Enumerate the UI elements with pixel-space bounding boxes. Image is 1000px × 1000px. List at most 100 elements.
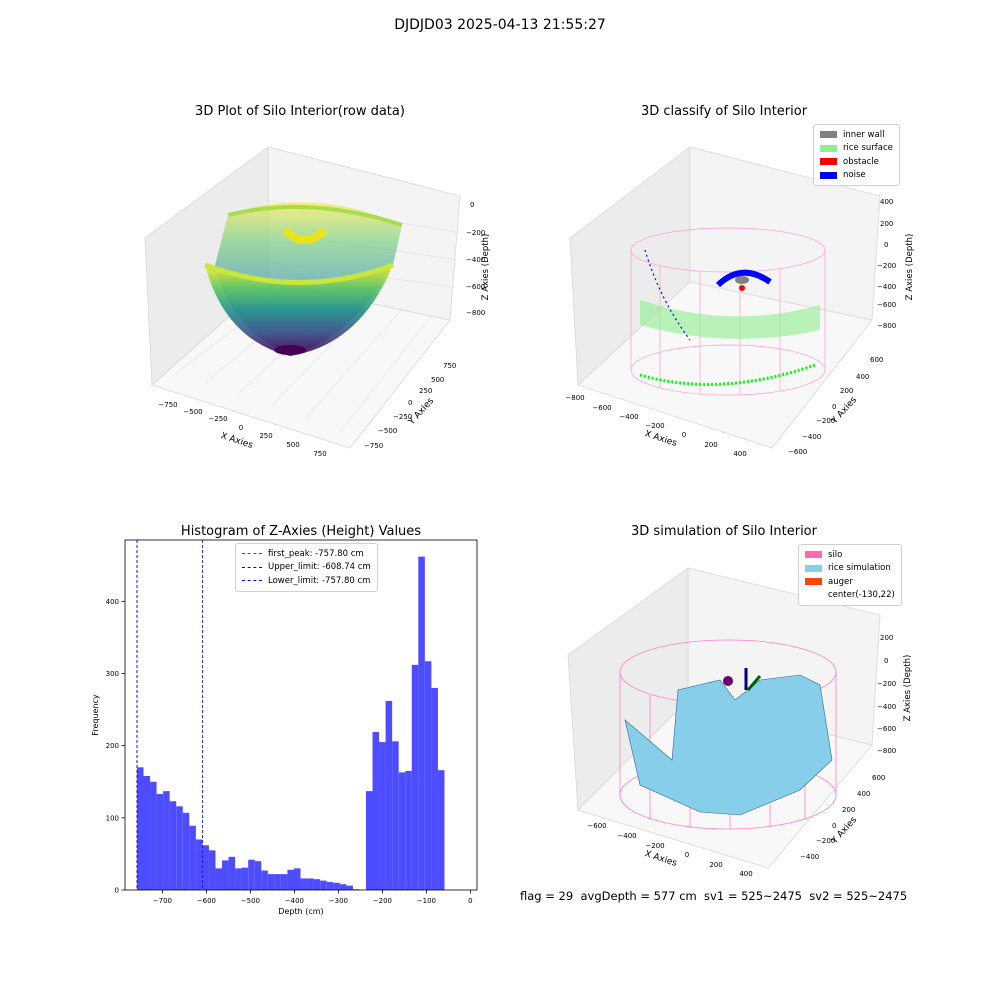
raw-ytick: 750: [443, 362, 456, 370]
histogram-xtick-label: 0: [468, 897, 472, 905]
raw-ztick: −200: [466, 229, 485, 237]
sim-ytick: 200: [842, 806, 855, 814]
legend-swatch: [820, 158, 837, 166]
classify-x-label: X Axies: [643, 429, 678, 449]
histogram-bar: [392, 741, 399, 890]
sim-ztick: −200: [877, 680, 896, 688]
raw-xtick: 250: [259, 432, 272, 440]
classify-ytick: 600: [870, 356, 883, 364]
histogram-bar: [411, 664, 419, 890]
histogram-xtick-label: −500: [241, 897, 260, 905]
histogram-bar: [150, 781, 157, 890]
histogram-bar: [163, 791, 170, 890]
classify-ytick: 400: [856, 373, 869, 381]
legend-swatch: [805, 551, 822, 559]
histogram-bar: [320, 880, 327, 890]
classify-ztick: −200: [877, 262, 896, 270]
raw-plot-title: 3D Plot of Silo Interior(row data): [195, 104, 405, 119]
histogram-bar: [385, 700, 393, 890]
histogram-bar: [195, 839, 203, 890]
sim-xtick: −400: [617, 832, 636, 840]
histogram-bar: [274, 874, 281, 890]
raw-xtick: 0: [239, 424, 243, 432]
histogram-chart: −700 −600 −500 −400 −300 −200 −100 0 0 100 200 300 4…: [91, 539, 478, 916]
histogram-bar: [222, 860, 229, 890]
simulation-plot-title: 3D simulation of Silo Interior: [631, 524, 817, 539]
legend-swatch: [820, 144, 837, 152]
classify-legend-item: noise: [820, 169, 893, 183]
histogram-bar: [176, 806, 183, 890]
raw-ytick: −750: [364, 442, 383, 450]
simulation-legend-item: center(-130,22): [805, 589, 895, 603]
raw-ytick: −500: [378, 427, 397, 435]
classify-ztick: 0: [884, 241, 888, 249]
raw-xtick: 500: [286, 441, 299, 449]
sim-ztick: −800: [877, 747, 896, 755]
histogram-plot-frame: [124, 539, 478, 891]
raw-xtick: −750: [158, 401, 177, 409]
raw-ytick: 500: [431, 376, 444, 384]
histogram-bar: [261, 870, 268, 890]
sim-xtick: −600: [587, 822, 606, 830]
classify-xtick: −600: [592, 404, 611, 412]
raw-xtick: 750: [313, 450, 326, 458]
histogram-legend-item: first_peak: -757.80 cm: [242, 547, 371, 561]
raw-ztick: −400: [466, 256, 485, 264]
histogram-xtick-label: −600: [197, 897, 216, 905]
classify-ztick: 400: [880, 198, 893, 206]
raw-z-label: Z Axies (Depth): [481, 234, 491, 301]
classify-legend-item: inner wall: [820, 128, 893, 142]
raw-ztick: −600: [466, 283, 485, 291]
histogram-bar: [300, 878, 308, 890]
histogram-bar: [182, 812, 190, 890]
histogram-bar: [307, 878, 314, 890]
histogram-bar: [169, 801, 177, 890]
histogram-bar: [293, 868, 301, 890]
raw-ytick: 0: [408, 399, 412, 407]
histogram-x-label: Depth (cm): [278, 907, 323, 916]
sim-xtick: 0: [685, 851, 689, 859]
classify-3d-plot: −800 −600 −400 −200 0 200 400 X Axies 60…: [565, 146, 915, 458]
classify-ztick: −600: [877, 301, 896, 309]
raw-z-ticks: 0 −200 −400 −600 −800: [466, 201, 485, 317]
histogram-legend: first_peak: -757.80 cm Upper_limit: -608…: [235, 543, 378, 592]
histogram-bar: [156, 794, 164, 890]
histogram-bar: [431, 687, 438, 890]
histogram-bar: [136, 767, 144, 890]
histogram-bar: [189, 825, 196, 890]
histogram-xtick-label: −100: [417, 897, 436, 905]
histogram-ytick-label: 400: [106, 598, 119, 606]
histogram-bar: [398, 772, 406, 890]
simulation-3d-plot: −600 −400 −200 0 200 400 X Axies 600 400…: [567, 567, 913, 878]
sim-x-label: X Axies: [643, 849, 678, 869]
raw-ytick: −250: [393, 413, 412, 421]
histogram-bar: [379, 742, 386, 890]
histogram-bar: [339, 884, 347, 890]
raw-ztick: 0: [470, 201, 474, 209]
sim-ztick: −600: [877, 725, 896, 733]
histogram-ytick-label: 200: [106, 742, 119, 750]
sim-xtick: 400: [739, 870, 752, 878]
simulation-legend-item: rice simulation: [805, 562, 895, 576]
histogram-ytick-label: 0: [115, 887, 119, 895]
sim-ytick: 400: [857, 790, 870, 798]
sim-ytick: −400: [800, 853, 819, 861]
legend-swatch: [820, 131, 837, 139]
histogram-bar: [287, 869, 294, 890]
classify-ztick: −800: [877, 322, 896, 330]
classify-legend-item: rice surface: [820, 142, 893, 156]
classify-noise-ring: [715, 269, 772, 288]
histogram-bar: [241, 867, 249, 890]
sim-ztick: −400: [877, 703, 896, 711]
classify-legend-item: obstacle: [820, 155, 893, 169]
histogram-bar: [143, 775, 151, 890]
histogram-y-label: Frequency: [91, 694, 100, 736]
classify-xtick: −400: [619, 413, 638, 421]
histogram-ytick-label: 300: [106, 670, 119, 678]
classify-ytick: −400: [802, 433, 821, 441]
sim-xtick: 200: [709, 861, 722, 869]
classify-xtick: −200: [645, 422, 664, 430]
simulation-legend: silo rice simulation auger center(-130,2…: [798, 544, 902, 606]
histogram-bar: [405, 770, 412, 890]
raw-x-ticks: −750 −500 −250 0 250 500 750: [158, 401, 326, 458]
